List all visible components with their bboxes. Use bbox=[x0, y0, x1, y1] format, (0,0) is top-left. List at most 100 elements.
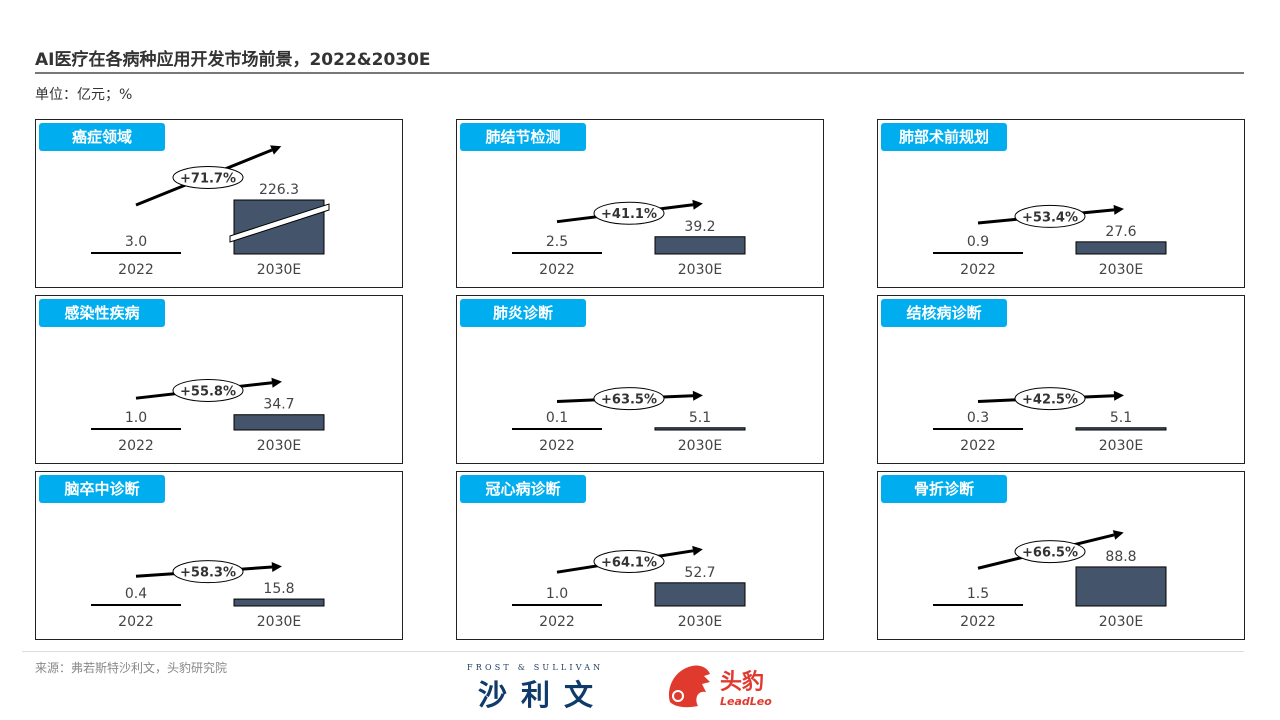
page-title: AI医疗在各病种应用开发市场前景，2022&2030E bbox=[35, 50, 431, 70]
axis-break-mark bbox=[229, 203, 330, 243]
value-label-2022: 1.0 bbox=[546, 586, 568, 602]
leadleo-cn: 头豹 bbox=[720, 669, 764, 695]
value-label-2022: 0.9 bbox=[967, 234, 989, 250]
value-label-2022: 0.1 bbox=[546, 410, 568, 426]
cagr-bubble bbox=[172, 560, 244, 584]
value-label-2030e: 88.8 bbox=[1105, 549, 1136, 565]
frost-sullivan-logo-en: FROST & SULLIVAN bbox=[467, 663, 604, 672]
bar-2030e bbox=[1075, 427, 1167, 431]
chart-svg: 0.4 15.8 2022 2030E +58.3% bbox=[91, 560, 325, 630]
frost-sullivan-logo-cn: 沙利文 bbox=[478, 678, 608, 712]
chart-panel: 冠心病诊断 1.0 52.7 2022 2030E +64.1% bbox=[456, 471, 824, 640]
value-label-2030e: 52.7 bbox=[684, 565, 715, 581]
cagr-label: +64.1% bbox=[601, 556, 657, 571]
x-tick-2022: 2022 bbox=[539, 262, 575, 278]
arrow-head-icon bbox=[271, 377, 282, 388]
value-label-2030e: 226.3 bbox=[259, 182, 299, 198]
x-tick-2022: 2022 bbox=[539, 438, 575, 454]
value-label-2030e: 39.2 bbox=[684, 219, 715, 235]
x-tick-2022: 2022 bbox=[960, 262, 996, 278]
title-divider bbox=[35, 72, 1244, 74]
x-tick-2030e: 2030E bbox=[257, 262, 301, 278]
chart-title-tag: 冠心病诊断 bbox=[460, 475, 586, 503]
x-tick-2030e: 2030E bbox=[257, 614, 301, 630]
chart-panel: 感染性疾病 1.0 34.7 2022 2030E +55.8% bbox=[35, 295, 403, 464]
value-label-2030e: 5.1 bbox=[689, 410, 711, 426]
leadleo-logo: 头豹 LeadLeo bbox=[664, 660, 784, 710]
cagr-label: +71.7% bbox=[180, 172, 236, 187]
cagr-label: +58.3% bbox=[180, 566, 236, 581]
x-tick-2022: 2022 bbox=[118, 614, 154, 630]
cagr-label: +41.1% bbox=[601, 207, 657, 222]
cagr-bubble bbox=[593, 550, 665, 574]
chart-title-tag: 脑卒中诊断 bbox=[39, 475, 165, 503]
chart-panel: 结核病诊断 0.3 5.1 2022 2030E +42.5% bbox=[877, 295, 1245, 464]
value-label-2022: 1.0 bbox=[125, 410, 147, 426]
chart-title-tag: 肺部术前规划 bbox=[881, 123, 1007, 151]
cagr-label: +63.5% bbox=[601, 393, 657, 408]
arrow-head-icon bbox=[1113, 390, 1124, 401]
bar-2022 bbox=[512, 428, 602, 430]
cagr-bubble bbox=[593, 201, 665, 225]
x-tick-2030e: 2030E bbox=[678, 438, 722, 454]
chart-title-tag: 骨折诊断 bbox=[881, 475, 1007, 503]
chart-title-tag: 肺炎诊断 bbox=[460, 299, 586, 327]
value-label-2030e: 15.8 bbox=[263, 581, 294, 597]
bar-2030e bbox=[1075, 566, 1167, 607]
chart-panel: 肺部术前规划 0.9 27.6 2022 2030E +53.4% bbox=[877, 119, 1245, 288]
bar-2030e bbox=[1075, 241, 1167, 255]
leopard-icon: 头豹 LeadLeo bbox=[668, 665, 772, 708]
arrow-head-icon bbox=[692, 545, 703, 556]
x-tick-2030e: 2030E bbox=[1099, 614, 1143, 630]
chart-title-tag: 感染性疾病 bbox=[39, 299, 165, 327]
chart-panel: 癌症领域 3.0 226.3 2022 2030E +71.7% bbox=[35, 119, 403, 288]
x-tick-2022: 2022 bbox=[539, 614, 575, 630]
chart-svg: 1.5 88.8 2022 2030E +66.5% bbox=[933, 530, 1167, 630]
arrow-head-icon bbox=[692, 390, 703, 401]
bar-2030e bbox=[233, 199, 325, 255]
bar-2022 bbox=[512, 604, 602, 606]
x-tick-2030e: 2030E bbox=[1099, 438, 1143, 454]
chart-svg: 1.0 34.7 2022 2030E +55.8% bbox=[91, 377, 325, 454]
bar-2030e bbox=[654, 236, 746, 255]
bar-2030e bbox=[233, 414, 325, 431]
chart-svg: 2.5 39.2 2022 2030E +41.1% bbox=[512, 199, 746, 278]
chart-panel: 肺结节检测 2.5 39.2 2022 2030E +41.1% bbox=[456, 119, 824, 288]
value-label-2022: 0.3 bbox=[967, 410, 989, 426]
cagr-label: +66.5% bbox=[1022, 546, 1078, 561]
x-tick-2022: 2022 bbox=[960, 438, 996, 454]
cagr-bubble bbox=[593, 387, 665, 411]
cagr-bubble bbox=[1014, 540, 1086, 564]
footer-divider bbox=[22, 651, 1244, 652]
x-tick-2030e: 2030E bbox=[678, 262, 722, 278]
cagr-label: +53.4% bbox=[1022, 210, 1078, 225]
x-tick-2022: 2022 bbox=[118, 438, 154, 454]
cagr-label: +42.5% bbox=[1022, 393, 1078, 408]
value-label-2022: 0.4 bbox=[125, 586, 147, 602]
bar-2030e bbox=[233, 598, 325, 607]
arrow-head-icon bbox=[1113, 204, 1124, 215]
bar-2022 bbox=[512, 252, 602, 254]
value-label-2022: 2.5 bbox=[546, 234, 568, 250]
cagr-bubble bbox=[172, 166, 244, 189]
unit-label: 单位：亿元；% bbox=[35, 87, 133, 103]
chart-panel: 骨折诊断 1.5 88.8 2022 2030E +66.5% bbox=[877, 471, 1245, 640]
value-label-2030e: 34.7 bbox=[263, 397, 294, 413]
cagr-bubble bbox=[1014, 204, 1086, 228]
bar-2022 bbox=[933, 252, 1023, 254]
source-note: 来源：弗若斯特沙利文，头豹研究院 bbox=[35, 661, 228, 675]
chart-svg: 3.0 226.3 2022 2030E +71.7% bbox=[91, 145, 330, 278]
chart-title-tag: 结核病诊断 bbox=[881, 299, 1007, 327]
bar-2022 bbox=[91, 252, 181, 254]
value-label-2022: 3.0 bbox=[125, 234, 147, 250]
arrow-head-icon bbox=[271, 562, 282, 573]
x-tick-2030e: 2030E bbox=[678, 614, 722, 630]
chart-panel: 肺炎诊断 0.1 5.1 2022 2030E +63.5% bbox=[456, 295, 824, 464]
chart-svg: 0.1 5.1 2022 2030E +63.5% bbox=[512, 387, 746, 454]
x-tick-2022: 2022 bbox=[960, 614, 996, 630]
bar-2022 bbox=[91, 428, 181, 430]
arrow-head-icon bbox=[1112, 530, 1124, 540]
chart-title-tag: 癌症领域 bbox=[39, 123, 165, 151]
leadleo-en: LeadLeo bbox=[720, 695, 772, 708]
chart-svg: 0.9 27.6 2022 2030E +53.4% bbox=[933, 204, 1167, 278]
